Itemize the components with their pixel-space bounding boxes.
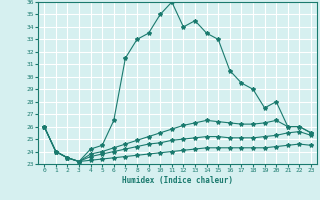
X-axis label: Humidex (Indice chaleur): Humidex (Indice chaleur) — [122, 176, 233, 185]
